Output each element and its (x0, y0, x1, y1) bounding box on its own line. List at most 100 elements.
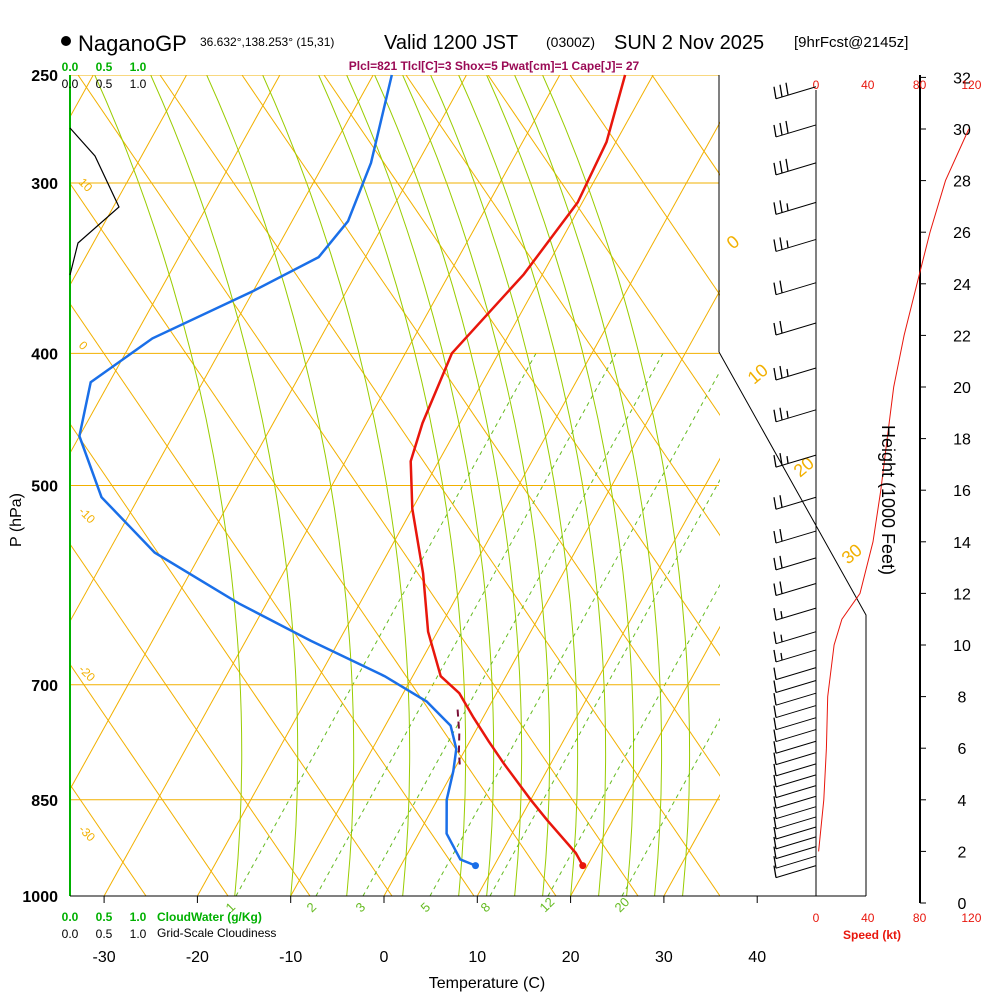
valid-time: Valid 1200 JST (384, 32, 518, 54)
wind-barb (773, 680, 817, 694)
temperature-tick-label: 40 (748, 949, 766, 966)
wind-speed-profile (818, 128, 970, 852)
wind-barb (773, 774, 817, 788)
wind-barb-staff (775, 729, 817, 743)
wind-panel-boundary (718, 351, 867, 896)
wind-barb (773, 836, 817, 850)
isotherm-label: -30 (76, 822, 98, 844)
wind-barb (773, 120, 817, 138)
isotherm-label: -10 (76, 504, 98, 526)
height-tick-label: 26 (953, 225, 971, 242)
temperature-tick-label: -10 (279, 949, 302, 966)
wind-barbs (773, 82, 817, 879)
moist-adiabat-line (402, 75, 551, 896)
mixing-ratio-line (315, 353, 617, 896)
speed-tick-label: 0 (813, 78, 820, 92)
wind-barb-staff (775, 846, 817, 860)
dry-adiabat-line (487, 75, 720, 417)
wind-barb-flag (779, 160, 783, 174)
pressure-tick-label: 1000 (22, 889, 58, 906)
wind-barb-flag (773, 86, 777, 99)
wind-barb-flag (779, 453, 783, 466)
wind-barb-staff (775, 282, 817, 296)
wind-barb (773, 692, 817, 706)
wind-barb-staff (775, 763, 817, 777)
wind-barb (773, 865, 817, 879)
wind-barb-staff (775, 752, 817, 766)
temperature-tick-label: 10 (468, 949, 486, 966)
wind-barb (773, 200, 817, 215)
wind-barb-flag (773, 763, 777, 776)
wind-barb-staff (775, 530, 817, 544)
wind-barb-flag (773, 774, 777, 787)
wind-barb-flag (773, 557, 777, 570)
wind-barb-staff (775, 795, 817, 809)
wind-barb-flag (773, 455, 777, 468)
temperature-line (409, 74, 627, 867)
wind-barb-flag (779, 581, 783, 594)
dry-adiabat-line (70, 663, 229, 896)
moist-adiabat-line (206, 75, 355, 896)
y-axis-title: P (hPa) (8, 493, 25, 547)
moist-adiabat-line (514, 75, 663, 896)
station-name: NaganoGP (78, 31, 187, 56)
dry-adiabat-line (980, 75, 1000, 896)
cloudwater-title: CloudWater (g/Kg) (157, 910, 262, 924)
wind-barb (773, 365, 817, 381)
temperature-surface-point (579, 862, 587, 870)
wind-barb-flag (773, 752, 777, 765)
wind-barb-flag (779, 555, 783, 568)
wind-barb (773, 495, 817, 510)
wind-barb (773, 795, 817, 809)
cloudiness-tick-label: 0.5 (96, 77, 113, 91)
wind-barb-staff (775, 785, 817, 799)
wind-barb (773, 763, 817, 777)
wind-barb-flag (779, 528, 783, 542)
wind-barb-staff (775, 322, 817, 336)
wind-barb-flag (785, 82, 789, 95)
wind-barb-half-flag (780, 634, 783, 642)
forecast-label: [9hrFcst@2145z] (794, 34, 908, 51)
wind-barb-flag (779, 320, 783, 334)
speed-axis-title: Speed (kt) (843, 928, 901, 942)
theta-label: 0 (723, 231, 744, 253)
wind-barb (773, 717, 817, 731)
wind-barb-flag (779, 122, 783, 136)
wind-barb-flag (773, 649, 777, 663)
wind-barb-flag (773, 806, 777, 819)
moist-adiabat-line (318, 75, 467, 896)
wind-barb (773, 740, 817, 754)
cloudwater-tick-label: 0.0 (62, 910, 79, 924)
wind-barb-half-flag (786, 368, 789, 377)
isotherm-line (70, 75, 187, 287)
wind-barb-staff (775, 692, 817, 706)
cloudwater-tick-label: 1.0 (130, 60, 147, 74)
wind-barb-flag (773, 856, 777, 869)
cloudiness-tick-label: 0.0 (62, 77, 79, 91)
mixing-ratio-line (621, 717, 720, 896)
wind-barb-flag (785, 158, 789, 172)
wind-barb (773, 855, 817, 869)
moist-adiabat-line (150, 75, 299, 896)
height-tick-label: 28 (953, 174, 971, 191)
cloudiness-tick-label: 0.0 (62, 927, 79, 941)
isotherm-label: 10 (76, 175, 96, 195)
wind-barb-flag (773, 631, 777, 644)
mixing-ratio-label: 20 (612, 894, 633, 915)
wind-barb-flag (773, 583, 777, 596)
height-tick-label: 22 (953, 328, 971, 345)
cloudiness-tick-label: 1.0 (130, 77, 147, 91)
height-tick-label: 4 (958, 793, 967, 810)
wind-barb-staff (775, 583, 817, 597)
moist-adiabat-line (262, 75, 411, 896)
wind-barb (773, 846, 817, 860)
pressure-tick-label: 850 (31, 793, 58, 810)
height-tick-label: 24 (953, 277, 971, 294)
wind-barb-staff (775, 496, 817, 510)
moist-adiabat-line (486, 75, 635, 896)
moist-adiabat-line (346, 75, 495, 896)
valid-date: SUN 2 Nov 2025 (614, 32, 764, 54)
cloudiness-tick-label: 0.5 (96, 927, 113, 941)
mixing-ratio-line (547, 583, 720, 896)
wind-barb-half-flag (780, 652, 783, 661)
